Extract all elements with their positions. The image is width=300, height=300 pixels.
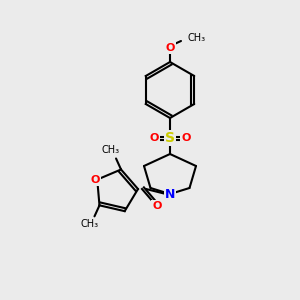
Text: O: O bbox=[165, 43, 175, 53]
Text: O: O bbox=[91, 175, 100, 184]
Text: CH₃: CH₃ bbox=[80, 219, 98, 230]
Text: CH₃: CH₃ bbox=[187, 33, 205, 43]
Text: O: O bbox=[149, 133, 159, 143]
Text: O: O bbox=[152, 201, 162, 211]
Text: O: O bbox=[181, 133, 191, 143]
Text: N: N bbox=[165, 188, 175, 200]
Text: CH₃: CH₃ bbox=[102, 146, 120, 155]
Text: S: S bbox=[165, 131, 175, 145]
